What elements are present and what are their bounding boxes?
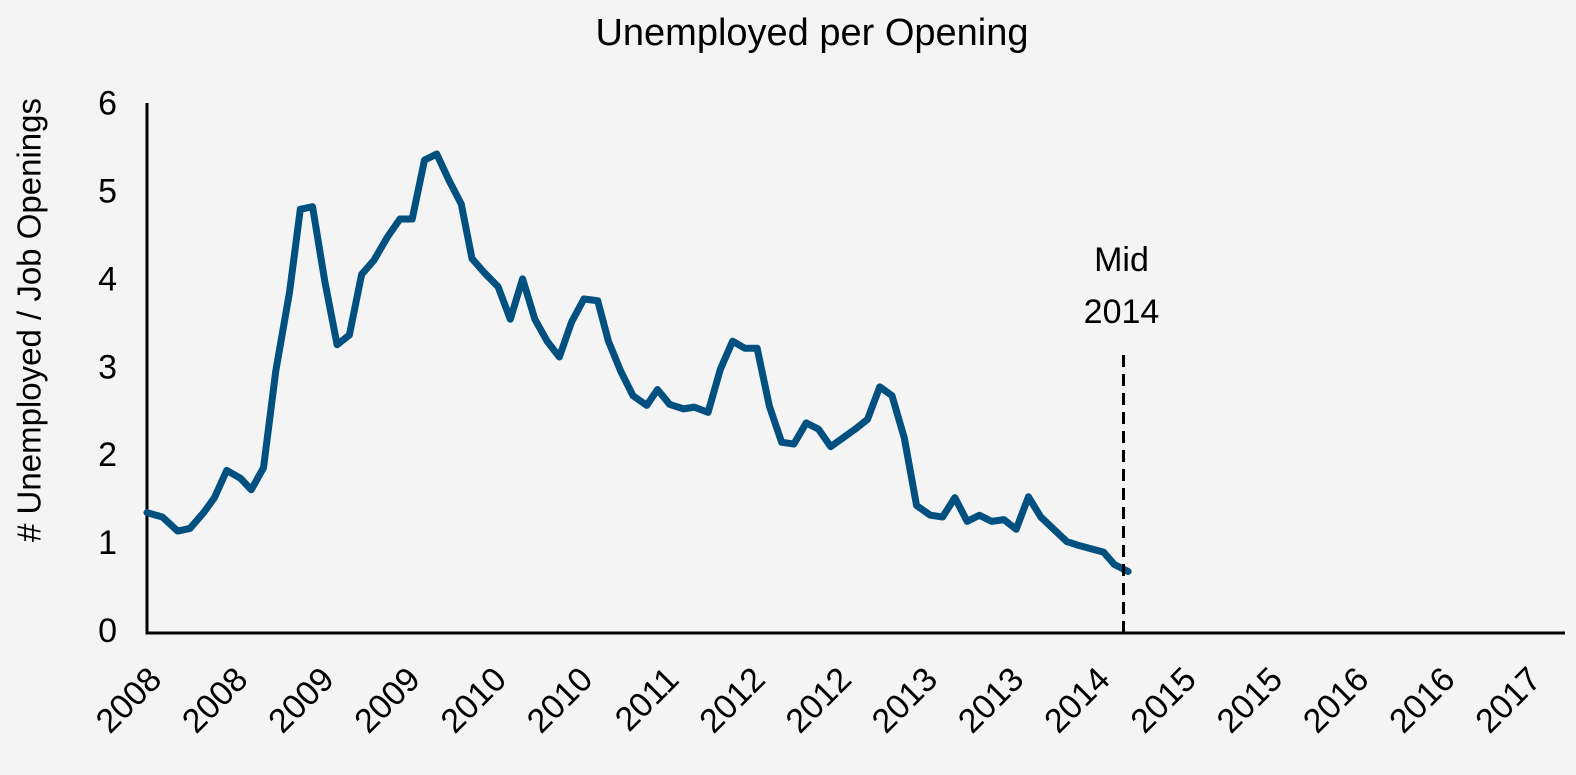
x-tick-label: 2015 (1210, 660, 1290, 740)
x-tick-label: 2011 (608, 660, 687, 739)
x-tick-label: 2012 (778, 660, 858, 740)
x-tick-label: 2009 (347, 660, 427, 740)
y-tick-label: 1 (98, 524, 117, 562)
x-tick-label: 2009 (261, 660, 341, 740)
x-tick-label: 2014 (1037, 660, 1117, 740)
x-tick-label: 2015 (1123, 660, 1203, 740)
x-tick-label: 2016 (1296, 660, 1376, 740)
x-tick-label: 2008 (175, 660, 255, 740)
x-tick-label: 2017 (1468, 660, 1548, 740)
x-tick-label: 2013 (951, 660, 1031, 740)
annotation-text: Mid (1094, 241, 1149, 279)
y-tick-label: 2 (98, 436, 117, 474)
x-tick-label: 2013 (865, 660, 945, 740)
y-tick-label: 4 (98, 260, 117, 298)
y-tick-label: 6 (98, 85, 117, 123)
y-axis-title: # Unemployed / Job Openings (11, 98, 48, 542)
x-tick-label: 2012 (692, 660, 772, 740)
y-tick-label: 3 (98, 348, 117, 386)
x-tick-label: 2010 (520, 660, 600, 740)
y-tick-label: 0 (98, 612, 117, 650)
x-tick-label: 2010 (434, 660, 514, 740)
annotation-text: 2014 (1084, 293, 1160, 331)
x-tick-label: 2016 (1382, 660, 1462, 740)
chart-title: Unemployed per Opening (595, 12, 1028, 54)
y-tick-label: 5 (98, 173, 117, 211)
x-tick-label: 2008 (89, 660, 169, 740)
data-line (143, 150, 1132, 575)
